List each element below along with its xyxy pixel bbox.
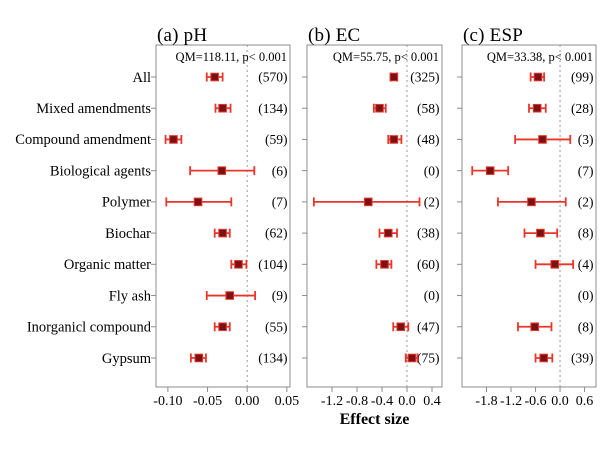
x-tick-label: -0.10 bbox=[153, 394, 182, 409]
effect-size-axis-title: Effect size bbox=[339, 411, 410, 428]
x-tick-label: -0.6 bbox=[524, 394, 546, 409]
x-tick-label: -0.8 bbox=[346, 394, 368, 409]
count-label: (55) bbox=[265, 319, 288, 334]
data-point-marker bbox=[539, 353, 549, 363]
count-label: (2) bbox=[424, 194, 440, 209]
x-tick-label: 0.6 bbox=[576, 394, 594, 409]
x-tick-label: -0.05 bbox=[193, 394, 222, 409]
count-label: (8) bbox=[578, 226, 594, 241]
category-label: Organic matter bbox=[64, 257, 151, 273]
count-label: (60) bbox=[417, 257, 440, 272]
data-point-marker bbox=[532, 103, 542, 113]
data-point-marker bbox=[234, 260, 243, 269]
x-tick-label: -0.4 bbox=[371, 394, 393, 409]
data-point-marker bbox=[530, 322, 540, 332]
data-point-marker bbox=[533, 72, 543, 82]
data-point-marker bbox=[194, 353, 204, 363]
x-tick-label: 0.0 bbox=[551, 394, 569, 409]
data-point-marker bbox=[383, 228, 393, 238]
data-point-marker bbox=[218, 322, 227, 332]
count-label: (3) bbox=[578, 132, 594, 147]
count-label: (0) bbox=[424, 163, 440, 178]
category-label: Compound amendment bbox=[15, 132, 151, 148]
count-label: (134) bbox=[258, 351, 287, 366]
count-label: (9) bbox=[272, 288, 288, 303]
count-label: (104) bbox=[258, 257, 287, 272]
data-point-marker bbox=[363, 197, 373, 207]
data-point-marker bbox=[485, 166, 495, 175]
data-point-marker bbox=[538, 135, 547, 144]
count-label: (99) bbox=[571, 70, 594, 85]
panel-b-title: (b) EC bbox=[308, 25, 361, 46]
data-point-marker bbox=[217, 166, 227, 175]
count-label: (38) bbox=[417, 226, 440, 241]
qm-stats-label: QM=118.11, p< 0.001 bbox=[176, 50, 287, 64]
category-label: Biological agents bbox=[50, 163, 151, 179]
data-point-marker bbox=[550, 260, 560, 269]
count-label: (0) bbox=[424, 288, 440, 303]
count-label: (7) bbox=[578, 163, 594, 178]
category-label: Mixed amendments bbox=[36, 101, 151, 117]
count-label: (2) bbox=[578, 194, 594, 209]
count-label: (6) bbox=[272, 163, 288, 178]
count-label: (8) bbox=[578, 319, 594, 334]
data-point-marker bbox=[169, 135, 178, 144]
data-point-marker bbox=[375, 103, 384, 113]
data-point-marker bbox=[210, 72, 219, 82]
count-label: (39) bbox=[571, 351, 594, 366]
count-label: (75) bbox=[417, 351, 440, 366]
count-label: (59) bbox=[265, 132, 288, 147]
data-point-marker bbox=[225, 291, 235, 300]
panel-c-frame bbox=[461, 44, 597, 388]
category-label: Polymer bbox=[102, 195, 151, 211]
panel-b-frame bbox=[306, 44, 443, 388]
x-tick-label: 0.4 bbox=[423, 394, 441, 409]
data-point-marker bbox=[389, 135, 399, 144]
data-point-marker bbox=[193, 197, 203, 207]
x-tick-label: 0.00 bbox=[235, 394, 260, 409]
count-label: (47) bbox=[417, 319, 440, 334]
x-tick-label: -1.8 bbox=[475, 394, 497, 409]
category-label: Biochar bbox=[105, 226, 151, 242]
count-label: (134) bbox=[258, 101, 287, 116]
category-label: Fly ash bbox=[109, 288, 152, 304]
count-label: (0) bbox=[578, 288, 594, 303]
count-label: (48) bbox=[417, 132, 440, 147]
data-point-marker bbox=[407, 353, 417, 363]
count-label: (7) bbox=[272, 194, 288, 209]
count-label: (58) bbox=[417, 101, 440, 116]
count-label: (570) bbox=[258, 70, 287, 85]
count-label: (325) bbox=[410, 70, 439, 85]
qm-stats-label: QM=33.38, p< 0.001 bbox=[487, 50, 593, 64]
x-tick-label: -1.2 bbox=[321, 394, 343, 409]
data-point-marker bbox=[218, 228, 227, 238]
count-label: (62) bbox=[265, 226, 288, 241]
x-tick-label: 0.05 bbox=[275, 394, 300, 409]
panel-a-title: (a) pH bbox=[157, 25, 208, 46]
category-label: Gypsum bbox=[102, 351, 152, 367]
data-point-marker bbox=[218, 103, 227, 113]
data-point-marker bbox=[536, 228, 545, 238]
x-tick-label: 0.0 bbox=[398, 394, 416, 409]
data-point-marker bbox=[389, 72, 399, 82]
panel-c-title: (c) ESP bbox=[463, 25, 523, 46]
qm-stats-label: QM=55.75, p< 0.001 bbox=[333, 50, 439, 64]
count-label: (28) bbox=[571, 101, 594, 116]
data-point-marker bbox=[396, 322, 406, 332]
x-tick-label: -1.2 bbox=[500, 394, 522, 409]
category-label: Inorganicl compound bbox=[27, 320, 152, 336]
data-point-marker bbox=[380, 260, 389, 269]
data-point-marker bbox=[527, 197, 536, 207]
panel-a-frame bbox=[155, 44, 291, 388]
count-label: (4) bbox=[578, 257, 594, 272]
category-label: All bbox=[132, 70, 151, 86]
